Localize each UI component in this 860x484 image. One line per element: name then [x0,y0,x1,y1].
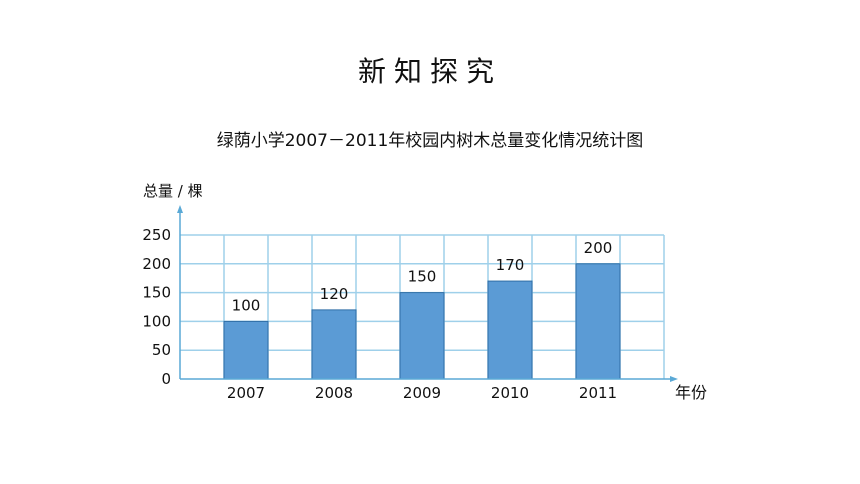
y-tick-label: 100 [142,312,171,330]
data-label: 170 [496,256,525,274]
x-axis-label: 年份 [675,383,707,402]
y-tick-label: 150 [142,284,171,302]
bar [575,263,621,380]
x-tick-label: 2008 [315,384,353,402]
y-tick-label: 250 [142,226,171,244]
data-label: 100 [232,296,261,314]
y-axis-label: 总量 / 棵 [143,182,203,200]
x-tick-label: 2010 [491,384,529,402]
x-axis-arrow [670,376,678,382]
x-tick-label: 2007 [227,384,265,402]
bar [311,309,357,380]
data-label: 150 [408,268,437,286]
x-tick-label: 2011 [579,384,617,402]
slide-title: 新知探究 [357,55,502,88]
y-tick-label: 50 [152,341,171,359]
y-axis-arrow [177,205,183,213]
y-tick-label: 200 [142,255,171,273]
bar [487,280,533,380]
y-tick-label: 0 [161,370,171,388]
bar [223,320,269,380]
bar [399,292,445,380]
data-label: 200 [584,239,613,257]
x-tick-label: 2009 [403,384,441,402]
chart-title: 绿荫小学2007－2011年校园内树木总量变化情况统计图 [216,131,644,151]
data-label: 120 [320,285,349,303]
